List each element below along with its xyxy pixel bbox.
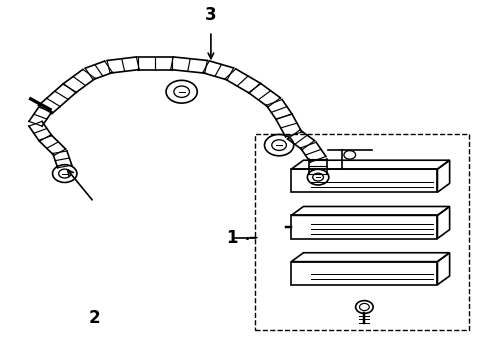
Text: 3: 3 xyxy=(205,6,217,24)
Bar xyxy=(291,215,438,239)
Bar xyxy=(291,262,438,285)
Bar xyxy=(255,134,469,330)
Bar xyxy=(291,169,438,192)
Text: 2: 2 xyxy=(88,309,100,327)
Text: 1: 1 xyxy=(226,229,238,247)
